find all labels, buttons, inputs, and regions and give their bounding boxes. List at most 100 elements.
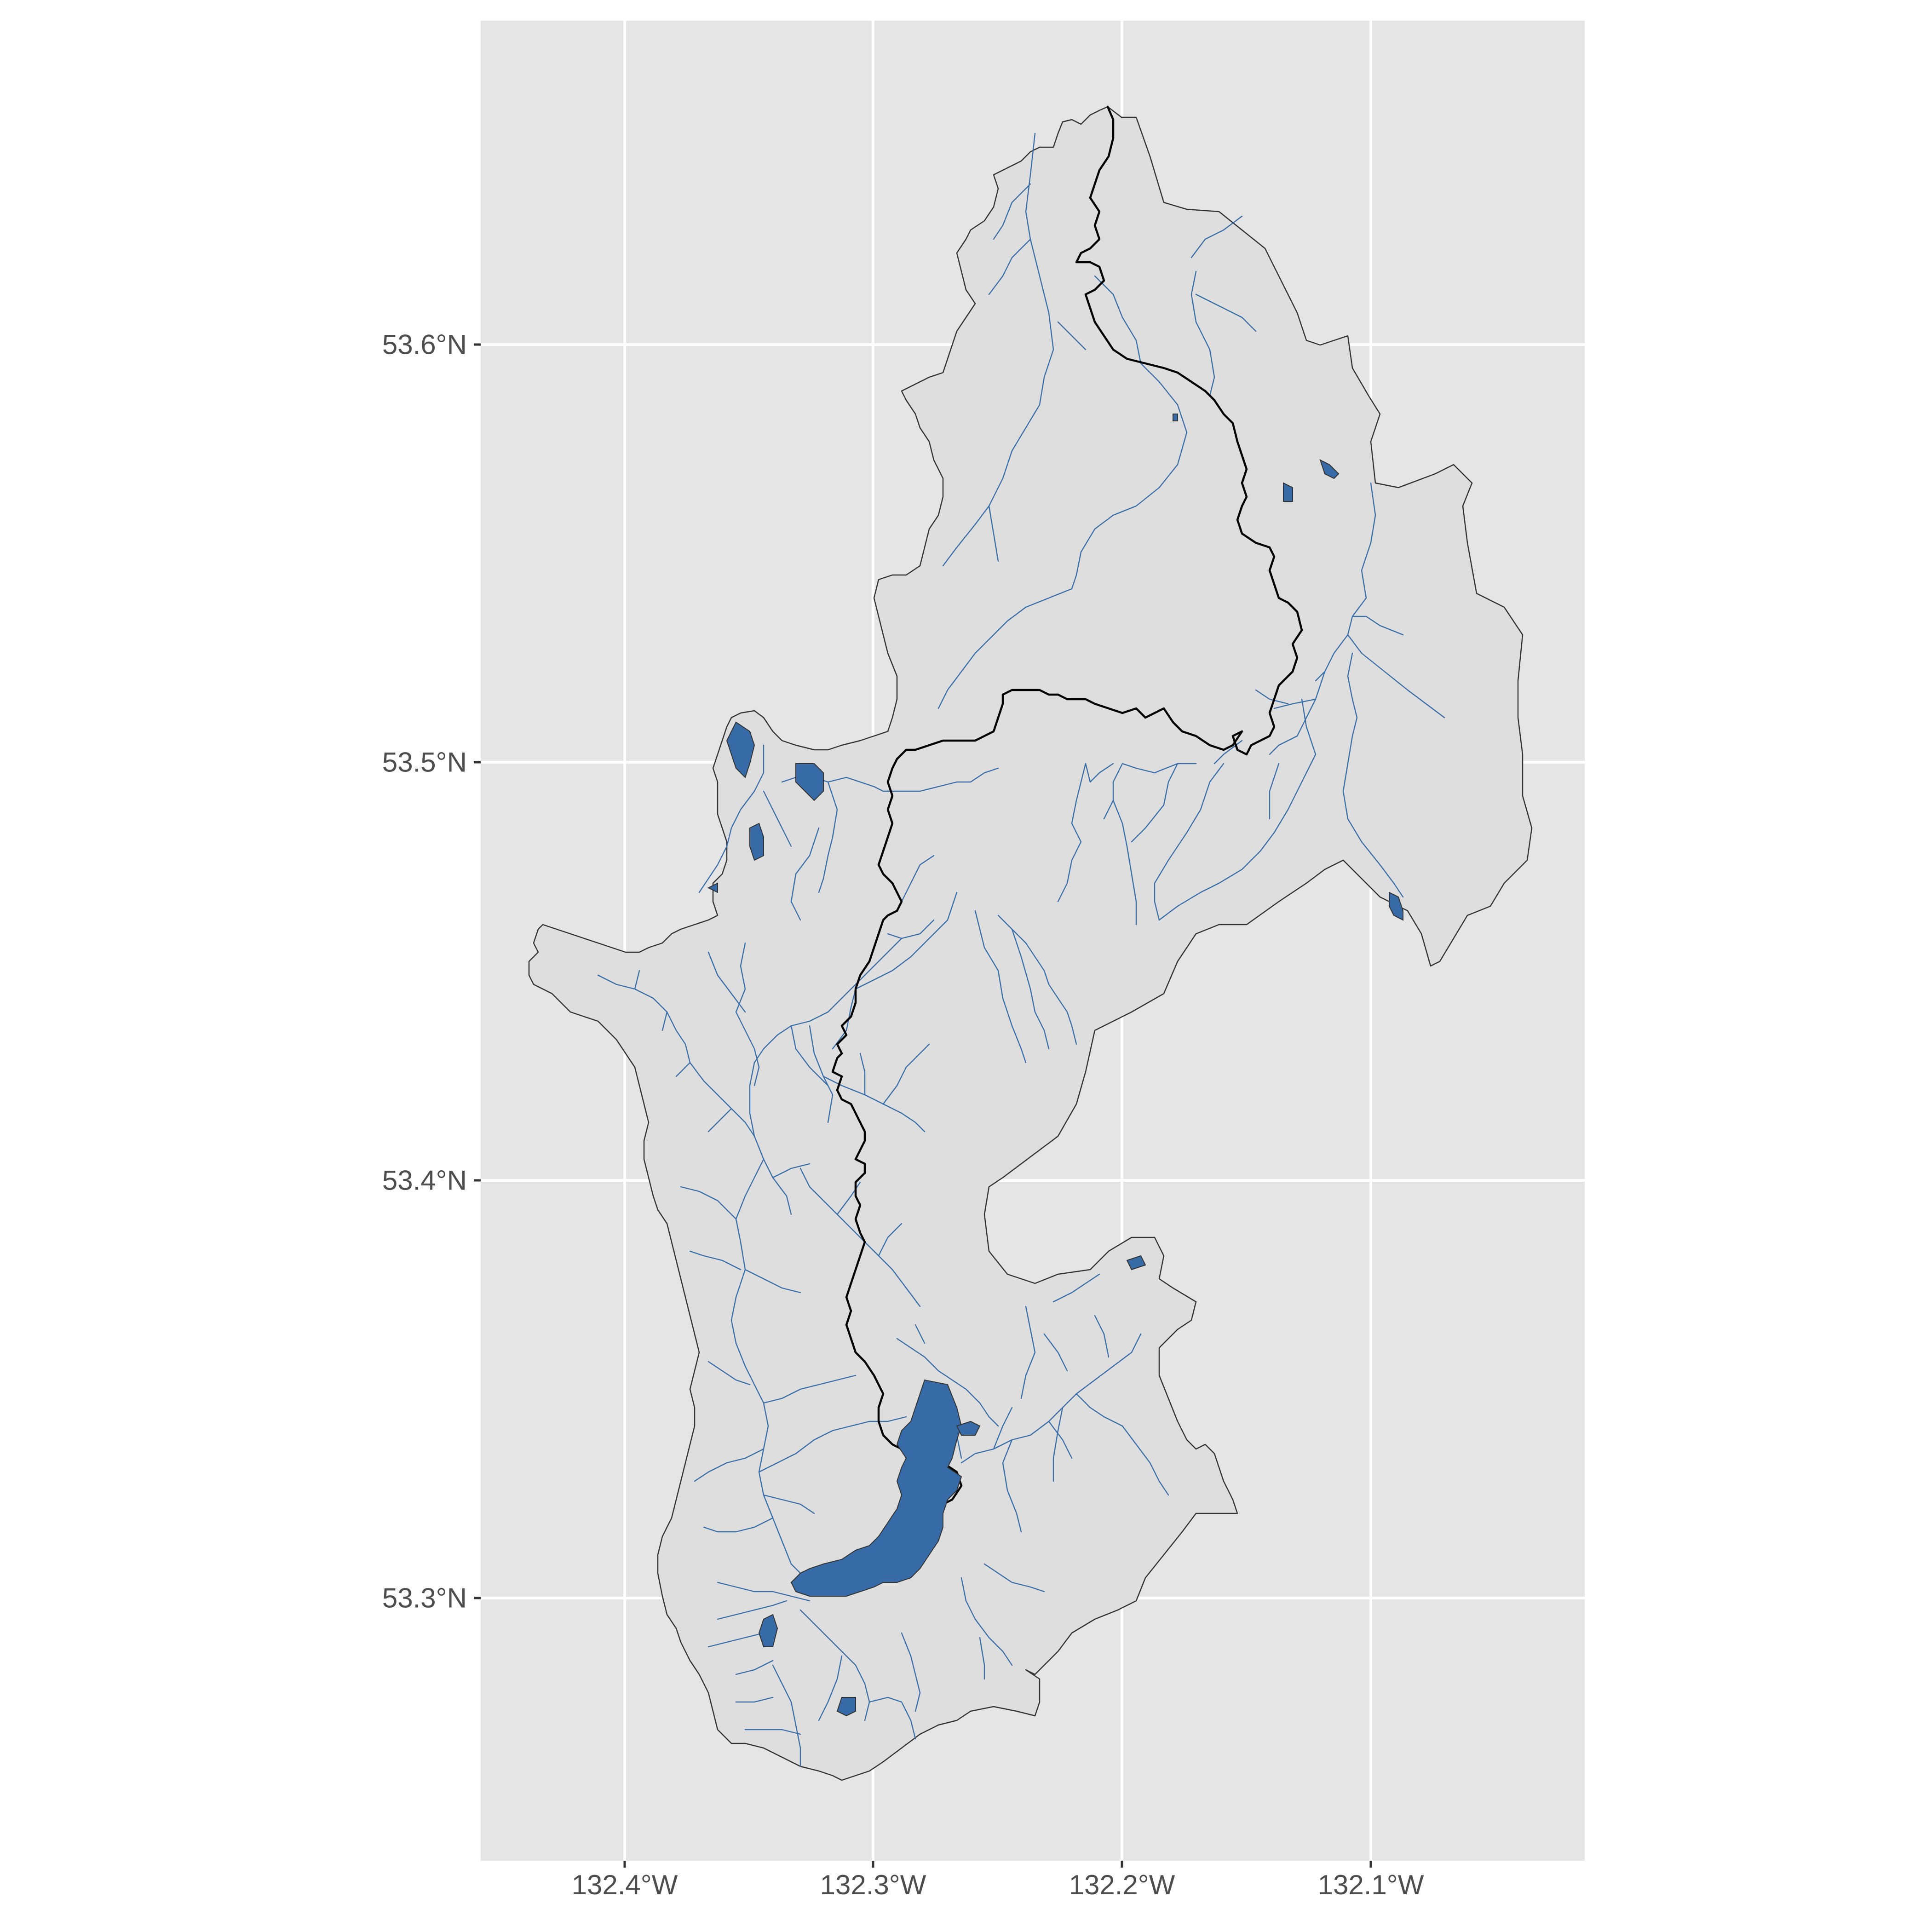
stream	[1273, 698, 1317, 709]
main-river	[831, 105, 1303, 1506]
stream	[1269, 763, 1280, 820]
stream	[758, 1416, 907, 1473]
lake	[1389, 891, 1403, 921]
stream	[717, 1581, 811, 1602]
lake-large	[790, 1379, 962, 1597]
stream	[914, 1324, 926, 1344]
stream	[818, 1655, 843, 1721]
stream	[790, 827, 820, 921]
stream	[717, 1600, 788, 1620]
stream	[1131, 763, 1179, 843]
x-tick-label: 132.4°W	[572, 1869, 678, 1900]
stream	[1075, 1393, 1169, 1496]
stream	[772, 1664, 801, 1767]
lake	[749, 822, 764, 861]
stream	[1052, 1273, 1100, 1303]
stream	[597, 974, 792, 1215]
stream	[836, 1181, 861, 1215]
y-tick-label: 53.6°N	[382, 329, 467, 360]
stream	[735, 1660, 774, 1675]
stream	[1025, 132, 1054, 406]
lake	[795, 763, 824, 801]
stream	[882, 1043, 930, 1105]
stream	[749, 937, 903, 1087]
stream	[707, 951, 746, 1013]
stream	[1255, 689, 1289, 705]
stream	[680, 1186, 737, 1220]
stream	[960, 1577, 1013, 1666]
stream	[744, 1729, 801, 1735]
stream	[1103, 763, 1123, 820]
stream	[1020, 1305, 1036, 1399]
y-tick-label: 53.4°N	[382, 1165, 467, 1196]
stream	[790, 1025, 829, 1087]
stream	[868, 1696, 916, 1740]
stream	[707, 1361, 751, 1386]
stream	[763, 790, 792, 847]
stream	[1351, 615, 1404, 636]
stream	[1048, 1420, 1073, 1459]
stream	[956, 1434, 962, 1459]
stream	[1085, 763, 1114, 783]
stream	[735, 942, 760, 1087]
stream	[1195, 293, 1257, 332]
stream	[703, 1517, 774, 1533]
stream	[983, 1563, 1045, 1593]
x-tick-label: 132.2°W	[1069, 1869, 1175, 1900]
stream	[735, 1696, 774, 1703]
x-tick-label: 132.3°W	[820, 1869, 926, 1900]
stream	[974, 910, 1027, 1064]
stream	[901, 855, 935, 903]
stream	[799, 1167, 921, 1307]
stream	[1002, 1439, 1022, 1533]
stream	[1190, 270, 1215, 397]
stream	[887, 919, 935, 939]
stream	[997, 914, 1077, 1045]
stream	[855, 891, 958, 990]
stream	[942, 404, 1041, 567]
stream	[661, 1011, 668, 1031]
stream	[988, 238, 1031, 295]
lake	[1173, 414, 1178, 421]
stream	[979, 1637, 985, 1680]
y-tick-label: 53.3°N	[382, 1583, 467, 1614]
x-tick-label: 132.1°W	[1318, 1869, 1424, 1900]
stream	[993, 183, 1031, 240]
stream	[1154, 763, 1225, 921]
stream	[1342, 652, 1404, 898]
stream	[694, 1448, 765, 1482]
stream	[763, 1374, 857, 1404]
lake	[1319, 459, 1340, 479]
stream	[744, 1269, 801, 1294]
lake	[836, 1697, 856, 1717]
stream	[988, 505, 999, 562]
lake	[707, 882, 718, 893]
stream	[698, 744, 765, 893]
stream	[1190, 215, 1243, 259]
stream	[749, 1085, 755, 1137]
stream	[993, 1407, 1013, 1450]
stream	[634, 970, 640, 990]
stream	[1347, 634, 1445, 719]
stream	[1094, 1315, 1110, 1358]
stream	[901, 1632, 921, 1712]
stream	[818, 781, 838, 893]
lake	[1126, 1255, 1146, 1271]
stream	[1011, 928, 1050, 1050]
stream	[1121, 763, 1197, 774]
stream	[896, 1338, 999, 1427]
stream	[707, 1108, 732, 1133]
stream	[689, 1250, 742, 1271]
stream	[1269, 735, 1298, 755]
stream	[675, 1062, 691, 1077]
stream	[1296, 482, 1376, 737]
lakes	[707, 414, 1403, 1717]
stream	[799, 1609, 870, 1721]
stream	[1057, 321, 1087, 351]
stream	[878, 1223, 903, 1257]
stream	[1043, 1333, 1068, 1372]
stream	[1112, 799, 1137, 926]
y-axis: 53.6°N 53.5°N 53.4°N 53.3°N	[382, 329, 481, 1614]
lake	[1283, 482, 1293, 502]
